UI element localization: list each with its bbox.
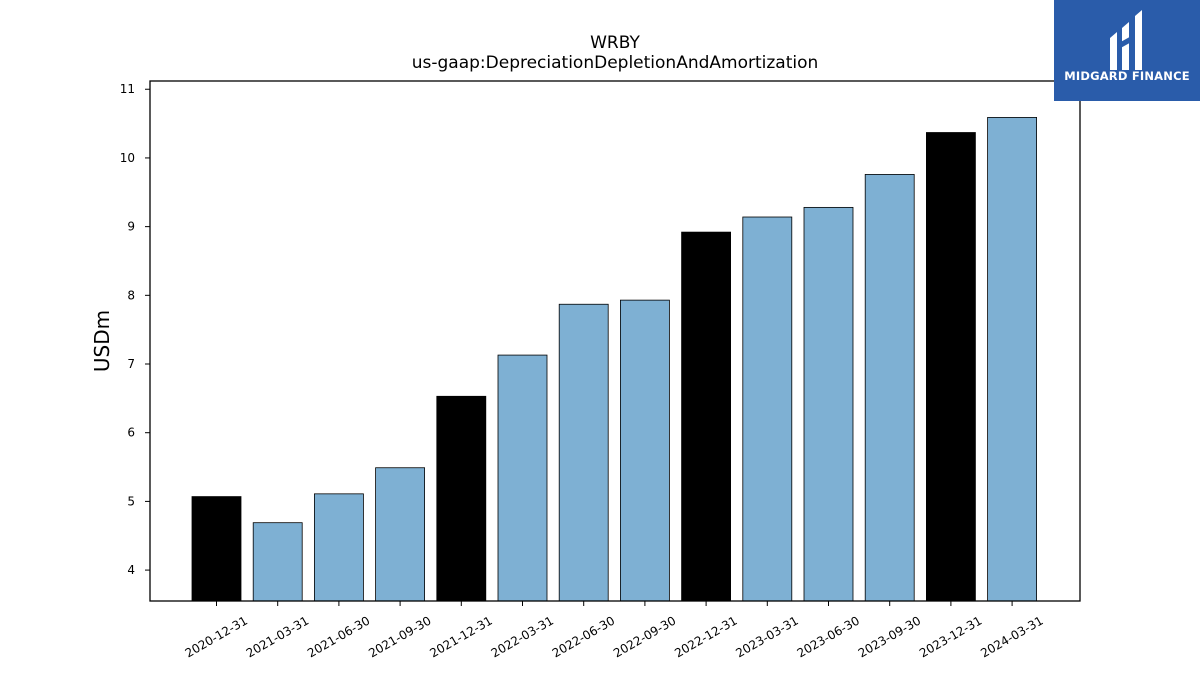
bar-2021-09-30	[375, 467, 426, 602]
midgard-finance-logo: MIDGARD FINANCE	[1054, 0, 1200, 101]
x-tick-label: 2023-06-30	[795, 613, 862, 660]
x-tick-label: 2022-12-31	[672, 613, 739, 660]
bar-2023-09-30	[864, 174, 915, 602]
x-tick-label: 2022-09-30	[611, 613, 678, 660]
bar-2024-03-31	[987, 117, 1037, 602]
chart-subtitle: us-gaap:DepreciationDepletionAndAmortiza…	[412, 53, 819, 73]
logo-text: MIDGARD FINANCE	[1064, 69, 1190, 83]
x-tick-label: 2023-12-31	[917, 613, 984, 660]
x-tick-label: 2021-06-30	[305, 613, 372, 660]
bar-2021-12-31	[436, 395, 487, 602]
y-axis-ticks: 4 5 6 7 8 9 10 11	[120, 82, 150, 577]
y-tick-label: 11	[120, 82, 135, 96]
logo-mark-icon	[1110, 10, 1142, 70]
chart-title: WRBY	[590, 33, 640, 53]
bar-2021-03-31	[252, 522, 303, 602]
bar-2022-03-31	[497, 354, 548, 602]
x-tick-label: 2023-03-31	[733, 613, 800, 660]
x-axis-ticks: 2020-12-312021-03-312021-06-302021-09-30…	[183, 601, 1046, 660]
bar-2022-09-30	[620, 299, 670, 602]
x-tick-label: 2022-03-31	[489, 613, 556, 660]
y-tick-label: 10	[120, 151, 135, 165]
plot-frame	[149, 80, 1081, 602]
bar-2023-12-31	[926, 132, 976, 602]
y-tick-label: 4	[127, 563, 135, 577]
y-tick-label: 8	[127, 288, 135, 302]
bar-2020-12-31	[191, 496, 242, 602]
y-tick-label: 5	[127, 494, 135, 508]
y-tick-label: 7	[127, 357, 135, 371]
bar-2023-06-30	[803, 206, 854, 602]
x-tick-label: 2021-09-30	[366, 613, 433, 660]
x-tick-label: 2022-06-30	[550, 613, 617, 660]
bar-2023-03-31	[742, 216, 793, 602]
bar-2021-06-30	[313, 493, 364, 602]
x-tick-label: 2021-12-31	[427, 613, 494, 660]
x-tick-label: 2021-03-31	[244, 613, 311, 660]
bar-2022-06-30	[558, 303, 609, 602]
y-tick-label: 6	[127, 426, 135, 440]
bar-2022-12-31	[681, 231, 731, 602]
y-axis-label: USDm	[90, 310, 114, 372]
x-tick-label: 2020-12-31	[183, 613, 250, 660]
bars-group	[191, 117, 1037, 602]
x-tick-label: 2023-09-30	[856, 613, 923, 660]
x-tick-label: 2024-03-31	[978, 613, 1045, 660]
y-tick-label: 9	[127, 220, 135, 234]
